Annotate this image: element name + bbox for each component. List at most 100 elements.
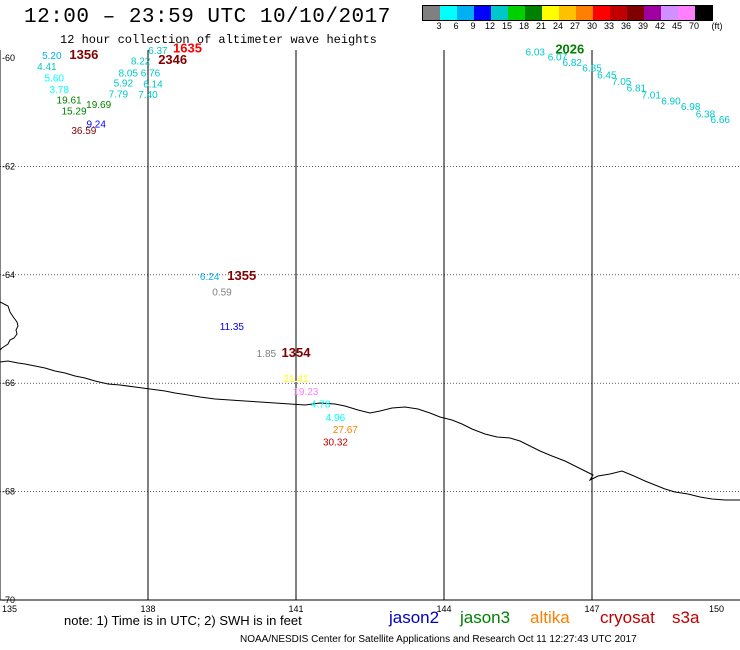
legend-label-14: 45: [671, 21, 683, 31]
wave-height-label: 6.07: [548, 53, 568, 64]
wave-height-label: 6.37: [148, 46, 168, 57]
x-tick-150: 150: [709, 604, 724, 614]
wave-height-label: 6.14: [143, 79, 163, 90]
swh-legend-labels: 3 6 9 12 15 18 21 24 27 30 33 36 39 42 45 70 (ft): [422, 21, 740, 33]
legend-label-6: 21: [535, 21, 547, 31]
wave-height-label: 6.82: [563, 58, 583, 69]
legend-swatch-9: [576, 6, 593, 20]
antarctic-coastline: [0, 301, 740, 501]
legend-swatch-6: [525, 6, 542, 20]
pass-time-label: 1355: [227, 268, 256, 283]
map-subtitle: 12 hour collection of altimeter wave hei…: [60, 33, 377, 47]
wave-height-label: 21.41: [283, 374, 308, 385]
wave-height-label: 3.78: [49, 85, 69, 96]
wave-height-label: 6.03: [526, 47, 546, 58]
y-tick--60: -60: [2, 53, 15, 63]
wave-height-label: 27.67: [333, 425, 358, 436]
legend-swatch-0: [423, 6, 440, 20]
wave-height-label: 7.01: [641, 91, 661, 102]
pass-time-label: 2346: [158, 52, 187, 67]
x-tick-144: 144: [436, 604, 451, 614]
map-frame: [0, 50, 740, 601]
y-tick--68: -68: [2, 487, 15, 497]
x-tick-138: 138: [140, 604, 155, 614]
wave-height-label: 30.32: [323, 438, 348, 449]
y-tick--66: -66: [2, 378, 15, 388]
legend-label-16: (ft): [711, 21, 723, 31]
wave-height-label: 4.78: [311, 400, 331, 411]
wave-height-label: 0.59: [212, 287, 232, 298]
wave-height-label: 7.05: [612, 77, 632, 88]
legend-label-4: 15: [501, 21, 513, 31]
wave-height-label: 6.85: [582, 64, 602, 75]
units-note: note: 1) Time is in UTC; 2) SWH is in fe…: [64, 613, 302, 628]
credit-footer: NOAA/NESDIS Center for Satellite Applica…: [240, 634, 637, 645]
legend-label-15: 70: [688, 21, 700, 31]
wave-height-label: 6.38: [696, 110, 716, 121]
legend-label-3: 12: [484, 21, 496, 31]
legend-label-0: 3: [436, 21, 442, 31]
wave-height-label: 5.92: [114, 79, 134, 90]
legend-label-9: 30: [586, 21, 598, 31]
legend-swatch-1: [440, 6, 457, 20]
graticule: [0, 50, 740, 600]
satellite-jason2: jason2: [389, 608, 440, 627]
y-tick--64: -64: [2, 270, 15, 280]
wave-height-label: 6.66: [711, 115, 731, 126]
satellite-s3a: s3a: [672, 608, 700, 627]
pass-time-label: 1635: [173, 41, 202, 56]
legend-label-8: 27: [569, 21, 581, 31]
legend-label-13: 42: [654, 21, 666, 31]
x-tick-147: 147: [584, 604, 599, 614]
pass-time-label: 1356: [69, 47, 98, 62]
pass-time-label: 2026: [555, 42, 584, 57]
wave-height-label: 6.24: [200, 272, 220, 283]
satellite-altika: altika: [530, 608, 570, 627]
axis-ticks: 135 138 141 144 147 150 -60 -62 -64 -66 -68 -70: [2, 53, 724, 614]
wave-height-label: 6.81: [627, 84, 647, 95]
y-tick--70: -70: [2, 595, 15, 605]
wave-height-label: 6.98: [681, 102, 701, 113]
legend-label-10: 33: [603, 21, 615, 31]
legend-swatch-16: [695, 6, 712, 20]
wave-height-label: 36.59: [71, 126, 96, 137]
satellite-cryosat: cryosat: [600, 608, 655, 627]
map-title: 12:00 – 23:59 UTC 10/10/2017: [24, 6, 391, 29]
wave-height-label: 6.76: [141, 68, 161, 79]
wave-height-label: 11.35: [220, 322, 245, 333]
wave-height-label: 8.05: [119, 68, 139, 79]
legend-swatch-14: [661, 6, 678, 20]
legend-swatch-10: [593, 6, 610, 20]
wave-height-label: 19.23: [293, 387, 318, 398]
legend-swatch-13: [644, 6, 661, 20]
x-tick-141: 141: [288, 604, 303, 614]
wave-height-label: 19.69: [86, 100, 111, 111]
legend-label-5: 18: [518, 21, 530, 31]
legend-swatch-5: [508, 6, 525, 20]
legend-swatch-7: [542, 6, 559, 20]
wave-height-label: 4.41: [37, 62, 57, 73]
wave-height-label: 8.22: [131, 57, 151, 68]
legend-swatch-2: [457, 6, 474, 20]
legend-swatch-4: [491, 6, 508, 20]
legend-swatch-11: [610, 6, 627, 20]
legend-label-1: 6: [453, 21, 459, 31]
wave-height-label: 5.20: [42, 51, 62, 62]
wave-height-label: 9.24: [86, 119, 106, 130]
wave-height-label: 15.29: [61, 106, 86, 117]
legend-swatch-12: [627, 6, 644, 20]
legend-label-11: 36: [620, 21, 632, 31]
y-tick--62: -62: [2, 161, 15, 171]
satellite-jason3: jason3: [460, 608, 511, 627]
legend-label-2: 9: [470, 21, 476, 31]
wave-height-label: 6.90: [661, 97, 681, 108]
legend-swatch-8: [559, 6, 576, 20]
pass-time-label: 1354: [282, 345, 312, 360]
wave-height-label: 19.61: [57, 96, 82, 107]
swh-color-legend: [422, 5, 713, 21]
legend-swatch-15: [678, 6, 695, 20]
legend-label-12: 39: [637, 21, 649, 31]
